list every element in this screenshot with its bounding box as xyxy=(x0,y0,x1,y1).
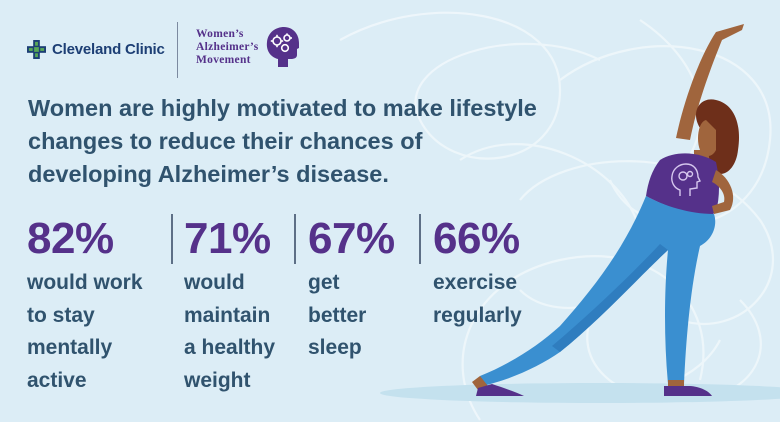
stat-percent: 82% xyxy=(27,214,114,263)
stat-line: sleep xyxy=(308,336,362,359)
stat-82: 82% would work to stay mentally active xyxy=(27,214,143,397)
wam-line-2: Alzheimer’s xyxy=(196,40,259,53)
stat-line: would xyxy=(184,271,245,294)
stat-line: active xyxy=(27,368,87,392)
stat-67: 67% get better sleep xyxy=(308,214,395,365)
face xyxy=(698,120,716,156)
headline: Women are highly motivated to make lifes… xyxy=(28,95,537,187)
stat-percent: 66% xyxy=(433,214,520,263)
womens-alzheimers-movement-logo: Women’s Alzheimer’s Movement xyxy=(196,26,300,68)
stat-description: get better sleep xyxy=(308,267,395,365)
brain-head-icon xyxy=(671,163,701,196)
blue-pants xyxy=(480,196,716,386)
wam-line-1: Women’s xyxy=(196,27,244,40)
stat-71: 71% would maintain a healthy weight xyxy=(184,214,275,397)
left-shoe xyxy=(476,384,524,396)
stat-separator xyxy=(294,214,296,264)
head-gears-icon xyxy=(267,27,300,67)
stat-description: would maintain a healthy weight xyxy=(184,267,275,397)
stat-66: 66% exercise regularly xyxy=(433,214,522,332)
stat-percent: 67% xyxy=(308,214,395,263)
floor-shadow xyxy=(380,383,780,403)
right-shoe xyxy=(664,386,712,396)
stat-percent: 71% xyxy=(184,214,271,263)
right-ankle xyxy=(668,380,684,386)
bent-arm xyxy=(712,170,734,214)
woman-stretching-illustration xyxy=(380,24,780,403)
stat-separator xyxy=(171,214,173,264)
raised-arm xyxy=(676,24,744,140)
stat-description: exercise regularly xyxy=(433,267,522,332)
wam-line-3: Movement xyxy=(196,53,251,66)
stat-line: would work xyxy=(27,271,143,294)
cross-icon xyxy=(27,40,46,59)
stat-line: a healthy xyxy=(184,336,276,359)
cleveland-clinic-logo: Cleveland Clinic xyxy=(27,40,165,59)
stat-description: would work to stay mentally active xyxy=(27,267,143,397)
pants-shadow xyxy=(552,244,668,352)
purple-top xyxy=(646,153,719,216)
stat-line: exercise xyxy=(433,271,518,294)
stat-separator xyxy=(419,214,421,264)
stat-line: maintain xyxy=(184,303,271,327)
stat-line: to stay xyxy=(27,303,95,327)
stat-line: better xyxy=(308,303,367,327)
stat-line: regularly xyxy=(433,303,522,327)
stat-line: weight xyxy=(184,368,251,392)
cleveland-clinic-name: Cleveland Clinic xyxy=(52,41,165,58)
logo-divider xyxy=(177,22,178,78)
wam-wordmark: Women’s Alzheimer’s Movement xyxy=(196,28,258,67)
stat-line: get xyxy=(308,271,340,294)
stat-line: mentally xyxy=(27,336,113,359)
